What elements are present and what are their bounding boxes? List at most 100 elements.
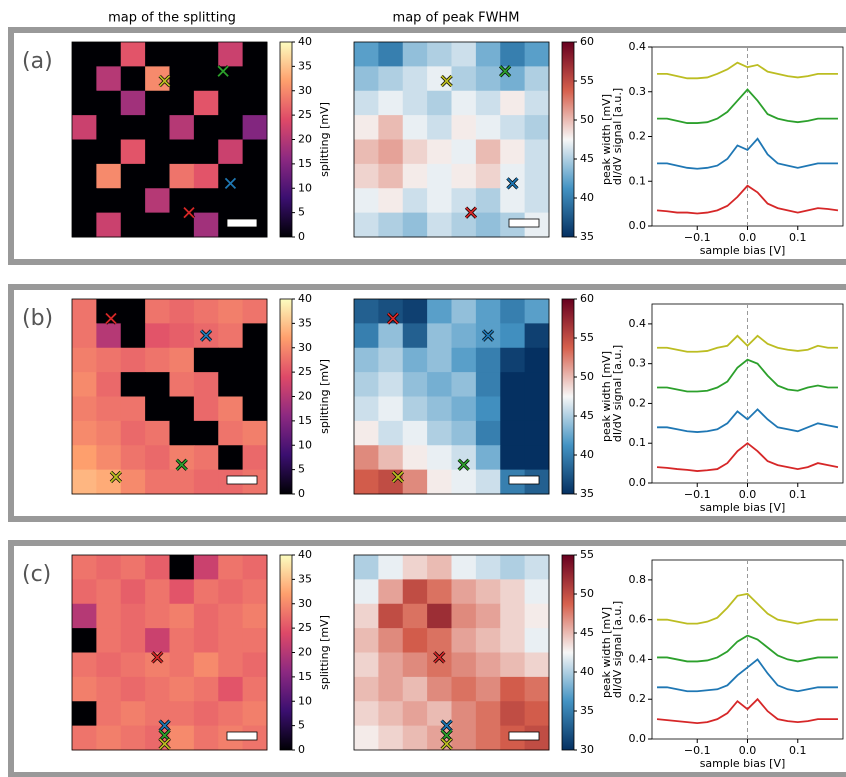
heatmap-cell — [242, 701, 268, 727]
heatmap-cell — [193, 299, 219, 324]
heatmap-cell — [475, 725, 501, 751]
spectrum-line — [657, 408, 839, 433]
heatmap-cell — [354, 323, 379, 349]
heatmap-cell — [96, 396, 122, 422]
heatmap-cell — [96, 139, 122, 165]
heatmap-cell — [427, 603, 452, 629]
heatmap-cell — [378, 555, 404, 580]
colorbar-tick-label: 55 — [580, 331, 594, 344]
heatmap-cell — [500, 676, 526, 702]
map-frame — [353, 41, 550, 238]
heatmap-cell — [242, 420, 268, 446]
heatmap-cell — [72, 66, 97, 92]
y-tick-label: 0.2 — [629, 692, 647, 705]
heatmap-cell — [402, 628, 428, 653]
heatmap-cell — [72, 701, 97, 727]
heatmap-cell — [96, 445, 122, 471]
heatmap-cell — [354, 372, 379, 397]
colorbar-tick-label: 20 — [298, 646, 312, 659]
panel-frame — [8, 540, 846, 777]
heatmap-cell — [524, 603, 550, 629]
heatmap-cell — [500, 299, 526, 324]
heatmap-cell — [193, 115, 219, 140]
heatmap-cell — [193, 628, 219, 653]
heatmap-cell — [120, 347, 146, 373]
heatmap-cell — [145, 469, 170, 495]
heatmap-cell — [500, 372, 526, 397]
heatmap-cell — [378, 603, 404, 629]
marker-cross — [440, 74, 453, 88]
heatmap-cell — [145, 676, 170, 702]
heatmap-cell — [475, 163, 501, 189]
heatmap-cell — [451, 420, 477, 446]
spectrum-line — [657, 592, 838, 625]
heatmap-cell — [378, 579, 404, 605]
colorbar-tick-label: 45 — [580, 152, 594, 165]
colorbar-label: peak width [mV] — [600, 351, 613, 442]
heatmap-cell — [145, 347, 170, 373]
heatmap-cell — [402, 323, 428, 349]
x-axis-label: sample bias [V] — [700, 501, 786, 514]
map-frame — [353, 298, 550, 495]
spectrum-line — [657, 137, 838, 170]
heatmap-cell — [96, 420, 122, 446]
y-tick-label: 0.4 — [629, 652, 647, 665]
panel-label: (a) — [22, 49, 53, 74]
marker-cross — [481, 329, 495, 342]
colorbar-tick-label: 40 — [580, 191, 594, 204]
heatmap-cell — [500, 652, 526, 678]
heatmap-cell — [354, 66, 379, 92]
heatmap-cell — [500, 420, 526, 446]
heatmap-cell — [427, 188, 452, 214]
x-axis-label: sample bias [V] — [700, 757, 786, 770]
heatmap-cell — [96, 725, 122, 751]
heatmap-cell — [378, 628, 404, 653]
y-tick-label: 0.1 — [629, 436, 647, 449]
heatmap-cell — [427, 347, 452, 373]
heatmap-cell — [500, 323, 526, 349]
heatmap-cell — [72, 139, 97, 165]
heatmap-cell — [500, 579, 526, 605]
heatmap-cell — [354, 579, 379, 605]
column-title: map of peak FWHM — [393, 11, 520, 26]
colorbar-tick-label: 60 — [580, 292, 594, 305]
heatmap-cell — [402, 212, 428, 238]
heatmap-cell — [72, 188, 97, 214]
heatmap-cell — [402, 90, 428, 116]
heatmap-cell — [120, 676, 146, 702]
heatmap-cell — [402, 725, 428, 751]
heatmap-cell — [242, 115, 268, 140]
heatmap-cell — [145, 445, 170, 471]
heatmap-cell — [169, 725, 195, 751]
heatmap-cell — [451, 725, 477, 751]
colorbar-tick-label: 55 — [580, 74, 594, 87]
heatmap-cell — [120, 445, 146, 471]
marker-cross — [151, 651, 164, 664]
heatmap-cell — [72, 603, 97, 629]
heatmap-cell — [169, 212, 195, 238]
heatmap-cell — [242, 323, 268, 349]
spectrum-line — [656, 184, 839, 215]
heatmap-cell — [402, 139, 428, 165]
heatmap-cell — [427, 676, 452, 702]
y-tick-label: 0.2 — [629, 396, 647, 409]
heatmap-cell — [193, 676, 219, 702]
heatmap-cell — [451, 212, 477, 238]
heatmap-cell — [475, 628, 501, 653]
spectrum-line — [656, 697, 838, 724]
colorbar — [561, 298, 575, 495]
heatmap-cell — [145, 555, 170, 580]
scale-bar — [226, 475, 258, 485]
heatmap-cell — [193, 603, 219, 629]
heatmap-cell — [242, 579, 268, 605]
cross — [392, 471, 404, 483]
heatmap-cell — [500, 115, 526, 140]
colorbar-tick-label: 25 — [298, 108, 312, 121]
heatmap-cell — [524, 347, 550, 373]
heatmap-cell — [451, 676, 477, 702]
heatmap-cell — [354, 163, 379, 189]
colorbar-tick-label: 30 — [580, 743, 594, 756]
heatmap-cell — [193, 469, 219, 495]
heatmap-cell — [524, 420, 550, 446]
heatmap-cell — [96, 579, 122, 605]
